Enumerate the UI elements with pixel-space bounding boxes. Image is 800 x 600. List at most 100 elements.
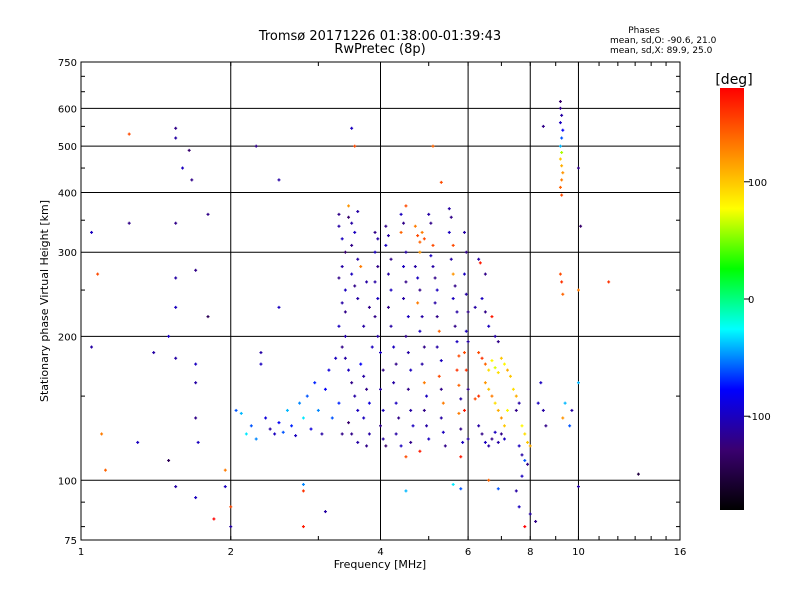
- data-point: [466, 387, 470, 391]
- x-tick-label: 6: [465, 547, 471, 558]
- data-point: [487, 324, 491, 328]
- data-point: [259, 351, 263, 355]
- y-axis-label: Stationary phase Virtual Height [km]: [38, 200, 51, 402]
- data-point: [523, 458, 527, 462]
- data-point: [174, 356, 178, 360]
- data-point: [464, 329, 468, 333]
- data-point: [281, 430, 285, 434]
- data-point: [496, 340, 500, 344]
- data-point: [167, 334, 171, 338]
- y-tick-label: 750: [58, 58, 77, 69]
- data-point: [473, 397, 477, 401]
- data-point: [560, 136, 564, 140]
- data-point: [350, 243, 354, 247]
- data-point: [376, 265, 380, 269]
- data-point: [413, 265, 417, 269]
- data-point: [343, 356, 347, 360]
- data-point: [323, 387, 327, 391]
- data-point: [526, 462, 530, 466]
- data-point: [381, 437, 385, 441]
- data-point: [418, 250, 422, 254]
- data-point: [457, 383, 461, 387]
- data-point: [466, 437, 470, 441]
- data-point: [560, 150, 564, 154]
- data-point: [376, 297, 380, 301]
- data-point: [561, 171, 565, 175]
- data-point: [483, 362, 487, 366]
- data-point: [392, 381, 396, 385]
- data-point: [362, 324, 366, 328]
- data-point: [435, 288, 439, 292]
- data-point: [386, 305, 390, 309]
- data-point: [420, 315, 424, 319]
- data-point: [416, 276, 420, 280]
- data-point: [459, 397, 463, 401]
- data-point: [435, 345, 439, 349]
- data-point: [409, 368, 413, 372]
- data-point: [194, 381, 198, 385]
- data-point: [413, 224, 417, 228]
- data-point: [399, 230, 403, 234]
- data-point: [384, 243, 388, 247]
- data-point: [389, 324, 393, 328]
- data-point: [523, 432, 527, 436]
- data-point: [536, 401, 540, 405]
- data-point: [353, 284, 357, 288]
- data-point: [534, 519, 538, 523]
- data-point: [350, 432, 354, 436]
- y-axis-ticks: 75 100 200 300 400 500 600 750: [58, 58, 680, 547]
- data-point: [347, 368, 351, 372]
- data-point: [174, 276, 178, 280]
- data-point: [249, 424, 253, 428]
- colorbar-tick-label: 0: [748, 295, 754, 306]
- data-point: [285, 408, 289, 412]
- data-point: [435, 315, 439, 319]
- data-point: [356, 257, 360, 261]
- data-point: [478, 261, 482, 265]
- data-point: [343, 310, 347, 314]
- data-point: [356, 210, 360, 214]
- data-point: [190, 178, 194, 182]
- data-point: [337, 401, 341, 405]
- data-point: [514, 489, 518, 493]
- data-point: [418, 288, 422, 292]
- data-point: [441, 430, 445, 434]
- data-point: [429, 254, 433, 258]
- data-point: [455, 368, 459, 372]
- data-point: [483, 440, 487, 444]
- data-point: [244, 432, 248, 436]
- data-point: [425, 394, 429, 398]
- data-point: [409, 440, 413, 444]
- data-point: [520, 453, 524, 457]
- data-point: [174, 136, 178, 140]
- data-point: [477, 394, 481, 398]
- data-point: [441, 401, 445, 405]
- data-point: [362, 416, 366, 420]
- data-point: [455, 340, 459, 344]
- data-point: [389, 257, 393, 261]
- data-point: [330, 416, 334, 420]
- data-point: [174, 221, 178, 225]
- data-point: [206, 315, 210, 319]
- data-point: [301, 525, 305, 529]
- data-point: [356, 408, 360, 412]
- data-point: [337, 276, 341, 280]
- data-point: [496, 408, 500, 412]
- phases-x-stats: mean, sd,X: 89.9, 25.0: [610, 46, 713, 56]
- data-point: [505, 408, 509, 412]
- data-point: [384, 224, 388, 228]
- data-point: [502, 362, 506, 366]
- data-point: [343, 250, 347, 254]
- data-point: [152, 351, 156, 355]
- data-point: [459, 487, 463, 491]
- data-point: [334, 356, 338, 360]
- data-point: [367, 432, 371, 436]
- data-point: [174, 485, 178, 489]
- plot-area: 1 2 4 6 8 10 16 75 100 200 300 400 500 600 750: [58, 58, 686, 558]
- data-point: [294, 434, 298, 438]
- data-point: [359, 362, 363, 366]
- data-point: [560, 178, 564, 182]
- data-point: [464, 368, 468, 372]
- y-tick-label: 500: [58, 142, 77, 153]
- data-point: [462, 272, 466, 276]
